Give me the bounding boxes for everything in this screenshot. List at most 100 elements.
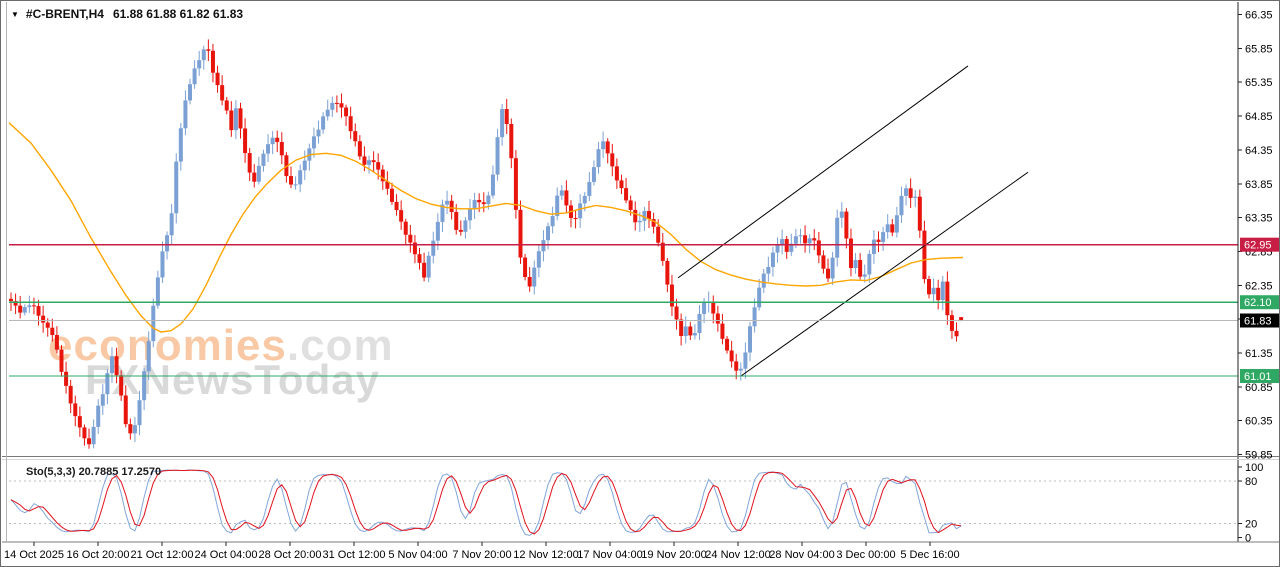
main-chart-pane[interactable]	[9, 3, 1238, 456]
candle-body	[298, 170, 303, 185]
candle-body	[614, 166, 619, 181]
candle-body	[330, 102, 335, 110]
candle-body	[862, 274, 867, 277]
candle-body	[775, 245, 780, 253]
candle-body	[523, 257, 528, 277]
candle-body	[927, 279, 931, 295]
candle-body	[899, 195, 904, 216]
candle-body	[628, 200, 633, 210]
price-badge-label: 61.01	[1244, 371, 1272, 383]
time-tick-label: 12 Nov 12:00	[513, 549, 578, 561]
candle-body	[454, 211, 459, 230]
candle-body	[256, 165, 261, 182]
candle-body	[949, 315, 954, 331]
candle-body	[128, 424, 133, 434]
candle-body	[233, 108, 238, 131]
candle-body	[215, 72, 220, 86]
candle-body	[725, 338, 730, 351]
candle-body	[422, 262, 427, 278]
price-badge-label: 62.10	[1244, 297, 1272, 309]
candle-body	[550, 216, 555, 227]
candle-body	[151, 305, 156, 342]
candle-body	[206, 49, 211, 51]
candle-body	[270, 137, 275, 145]
candle-body	[761, 273, 766, 288]
candle-body	[853, 259, 858, 268]
candle-body	[624, 188, 629, 201]
candle-body	[780, 239, 785, 246]
candle-body	[261, 153, 266, 166]
candle-body	[224, 100, 229, 111]
time-tick-label: 24 Oct 04:00	[195, 549, 258, 561]
candle-body	[178, 128, 183, 162]
indicator-pane[interactable]	[9, 459, 1238, 541]
candle-body	[807, 238, 812, 244]
candle-body	[210, 50, 215, 73]
stoch-scale-label: 20	[1245, 518, 1257, 530]
time-tick-label: 31 Oct 12:00	[323, 549, 386, 561]
candle-body	[619, 180, 624, 189]
candle-body	[766, 266, 771, 274]
candle-body	[311, 136, 316, 149]
candle-body	[486, 195, 491, 205]
candle-body	[105, 373, 110, 395]
candle-body	[96, 405, 101, 427]
candle-body	[738, 368, 743, 371]
candle-body	[18, 305, 23, 313]
candle-body	[688, 326, 693, 336]
candle-body	[82, 427, 87, 439]
candle-body	[417, 254, 422, 263]
candle-body	[325, 109, 330, 117]
time-tick-label: 28 Nov 04:00	[769, 549, 834, 561]
candle-body	[647, 211, 652, 220]
candle-body	[132, 425, 137, 434]
price-tick-label: 62.35	[1245, 280, 1273, 292]
candle-body	[816, 240, 821, 256]
candle-body	[64, 371, 69, 386]
price-axis[interactable]	[1239, 3, 1279, 542]
candle-body	[784, 239, 789, 252]
candle-body	[876, 239, 881, 242]
candle-body	[458, 229, 463, 232]
candle-body	[683, 326, 688, 337]
candle-body	[793, 236, 798, 244]
candle-body	[830, 257, 835, 279]
candle-body	[54, 334, 59, 350]
ohlc-values: 61.88 61.88 61.82 61.83	[112, 7, 244, 21]
candle-body	[591, 167, 596, 182]
candle-body	[339, 103, 344, 108]
candle-body	[665, 260, 670, 285]
candle-body	[697, 313, 702, 334]
candle-body	[449, 200, 454, 212]
candle-body	[142, 371, 147, 401]
candle-body	[555, 195, 560, 217]
time-axis[interactable]	[3, 542, 1279, 566]
candle-body	[445, 200, 450, 205]
candle-body	[59, 349, 64, 372]
candle-body	[922, 230, 927, 280]
trendline-2[interactable]	[740, 171, 1029, 377]
candle-body	[201, 49, 206, 61]
candle-body	[642, 211, 647, 221]
symbol-dropdown-icon[interactable]: ▼	[11, 10, 19, 19]
candle-body	[812, 238, 817, 241]
stoch-scale-label: 0	[1245, 533, 1251, 545]
indicator-label: Sto(5,3,3) 20.7885 17.2570	[26, 466, 162, 478]
candle-body	[389, 188, 394, 202]
candle-body	[839, 211, 844, 218]
candle-body	[293, 184, 298, 186]
candle-body	[77, 416, 82, 428]
price-badge	[1240, 313, 1279, 328]
trendline-1[interactable]	[677, 65, 969, 279]
candle-body	[844, 211, 849, 239]
candle-body	[114, 356, 119, 376]
candle-body	[362, 156, 367, 165]
candle-body	[183, 100, 188, 129]
time-tick-label: 14 Oct 2025	[4, 549, 64, 561]
symbol-period-label: #C-BRENT,H4	[25, 7, 104, 21]
candle-body	[660, 242, 665, 261]
candle-body	[426, 255, 431, 278]
candle-body	[867, 253, 872, 275]
